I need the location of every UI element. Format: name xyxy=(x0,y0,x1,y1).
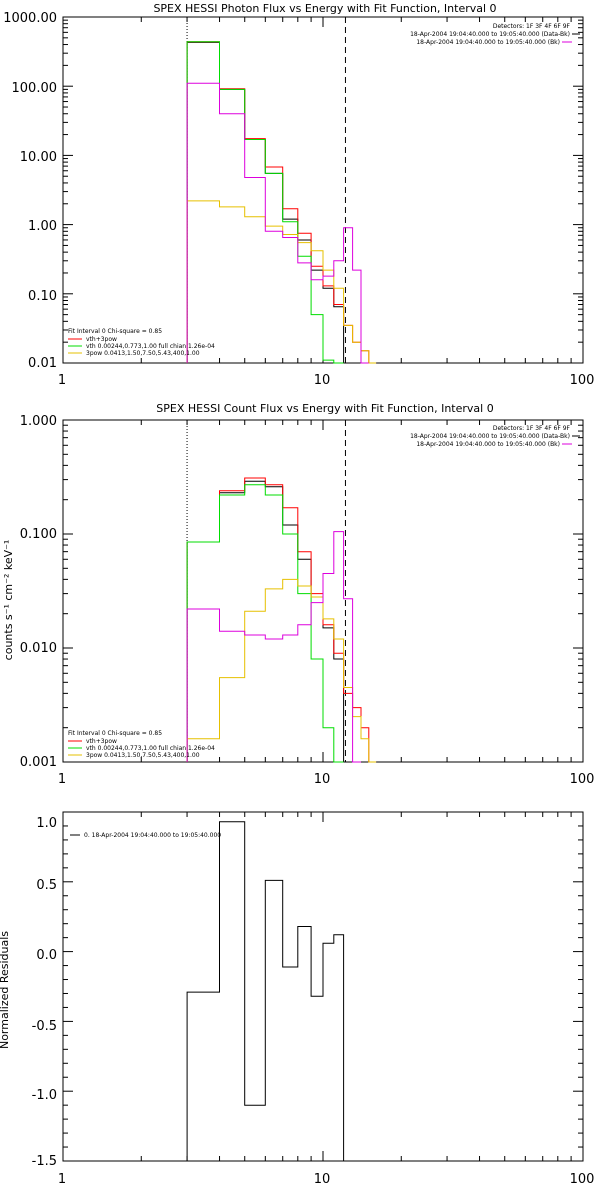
series-resid-histogram xyxy=(186,821,345,1161)
photon-legend-detectors: Detectors: 1F 3F 4F 6F 9F xyxy=(493,23,571,30)
residuals-legend-label: 0. 18-Apr-2004 19:04:40.000 to 19:05:40.… xyxy=(84,832,221,839)
photon-legend-time-bk: 18-Apr-2004 19:04:40.000 to 19:05:40.000… xyxy=(416,39,560,46)
series-data-histogram xyxy=(186,480,345,762)
photon-legend-header: Fit Interval 0 Chi-square = 0.85 xyxy=(68,328,162,335)
count-xtick-100: 100 xyxy=(570,772,595,787)
count-plot-area xyxy=(186,420,377,763)
photon-legend-time-data: 18-Apr-2004 19:04:40.000 to 19:05:40.000… xyxy=(410,31,570,38)
residuals-axis-ticks xyxy=(62,811,583,1162)
count-legend-label: vth+3pow xyxy=(86,738,117,745)
photon-axis-ticks xyxy=(62,17,583,364)
residuals-xtick-100: 100 xyxy=(570,1172,595,1187)
series-pow-histogram xyxy=(186,200,377,364)
photon-xtick-100: 100 xyxy=(570,373,595,388)
photon-ytick: 10.00 xyxy=(20,150,57,165)
photon-ytick: 1.00 xyxy=(28,219,57,234)
residuals-ytick: -1.0 xyxy=(32,1088,57,1103)
count-axis-ticks xyxy=(62,420,583,763)
count-ytick: 0.100 xyxy=(20,527,57,542)
residuals-ytick: 1.0 xyxy=(36,816,57,831)
count-legend-header: Fit Interval 0 Chi-square = 0.85 xyxy=(68,730,162,737)
series-total-histogram xyxy=(186,41,377,364)
count-legend-label: vth 0.00244,0.773,1.00 full chian 1.26e-… xyxy=(86,745,215,752)
photon-ytick: 0.10 xyxy=(28,289,57,304)
photon-legend-label: vth 0.00244,0.773,1.00 full chian 1.26e-… xyxy=(86,343,215,350)
count-y-axis-label: counts s⁻¹ cm⁻² keV⁻¹ xyxy=(2,540,15,661)
residuals-plot-area xyxy=(186,821,345,1161)
residuals-y-axis-label: Normalized Residuals xyxy=(0,931,11,1049)
count-legend-time-bk: 18-Apr-2004 19:04:40.000 to 19:05:40.000… xyxy=(416,441,560,448)
count-panel-title: SPEX HESSI Count Flux vs Energy with Fit… xyxy=(156,402,493,415)
residuals-ytick: -0.5 xyxy=(32,1019,57,1034)
count-ytick: 0.010 xyxy=(20,641,57,656)
count-ytick: 1.000 xyxy=(20,414,57,429)
count-legend-top: Detectors: 1F 3F 4F 6F 9F 18-Apr-2004 19… xyxy=(410,425,580,448)
residuals-xtick-1: 1 xyxy=(58,1172,66,1187)
residuals-ytick: -1.5 xyxy=(32,1154,57,1169)
count-ytick: 0.001 xyxy=(20,755,57,770)
residuals-ytick: 0.0 xyxy=(36,948,57,963)
photon-plot-frame xyxy=(62,16,584,364)
series-bk-histogram xyxy=(186,531,361,763)
count-legend-detectors: Detectors: 1F 3F 4F 6F 9F xyxy=(493,425,571,432)
photon-ytick: 1000.00 xyxy=(3,11,57,26)
series-pow-histogram xyxy=(186,578,377,763)
residuals-ytick: 0.5 xyxy=(36,878,57,893)
series-vth-histogram xyxy=(186,484,344,763)
photon-ytick: 100.00 xyxy=(12,81,58,96)
count-legend-time-data: 18-Apr-2004 19:04:40.000 to 19:05:40.000… xyxy=(410,433,570,440)
photon-ytick: 0.01 xyxy=(28,356,57,371)
count-legend-label: 3pow 0.0413,1.50,7.50,5.43,400,1.00 xyxy=(86,752,200,759)
count-legend-bottom: Fit Interval 0 Chi-square = 0.85 vth+3po… xyxy=(68,730,215,759)
series-total-histogram xyxy=(186,477,377,763)
photon-panel-title: SPEX HESSI Photon Flux vs Energy with Fi… xyxy=(153,2,496,15)
residuals-xtick-10: 10 xyxy=(314,1172,331,1187)
photon-flux-panel: SPEX HESSI Photon Flux vs Energy with Fi… xyxy=(3,2,594,388)
residuals-panel: Normalized Residuals 1 10 100 -1.5 -1.0 … xyxy=(0,811,595,1187)
photon-legend-top: Detectors: 1F 3F 4F 6F 9F 18-Apr-2004 19… xyxy=(410,23,580,46)
photon-legend-bottom: Fit Interval 0 Chi-square = 0.85 vth+3po… xyxy=(68,328,215,357)
photon-plot-area xyxy=(186,17,377,364)
photon-legend-label: vth+3pow xyxy=(86,336,117,343)
series-bk-histogram xyxy=(186,82,369,364)
count-flux-panel: SPEX HESSI Count Flux vs Energy with Fit… xyxy=(2,402,594,787)
count-xtick-1: 1 xyxy=(58,772,66,787)
photon-legend-label: 3pow 0.0413,1.50,7.50,5.43,400,1.00 xyxy=(86,350,200,357)
photon-xtick-10: 10 xyxy=(314,373,331,388)
count-xtick-10: 10 xyxy=(314,772,331,787)
photon-xtick-1: 1 xyxy=(58,373,66,388)
